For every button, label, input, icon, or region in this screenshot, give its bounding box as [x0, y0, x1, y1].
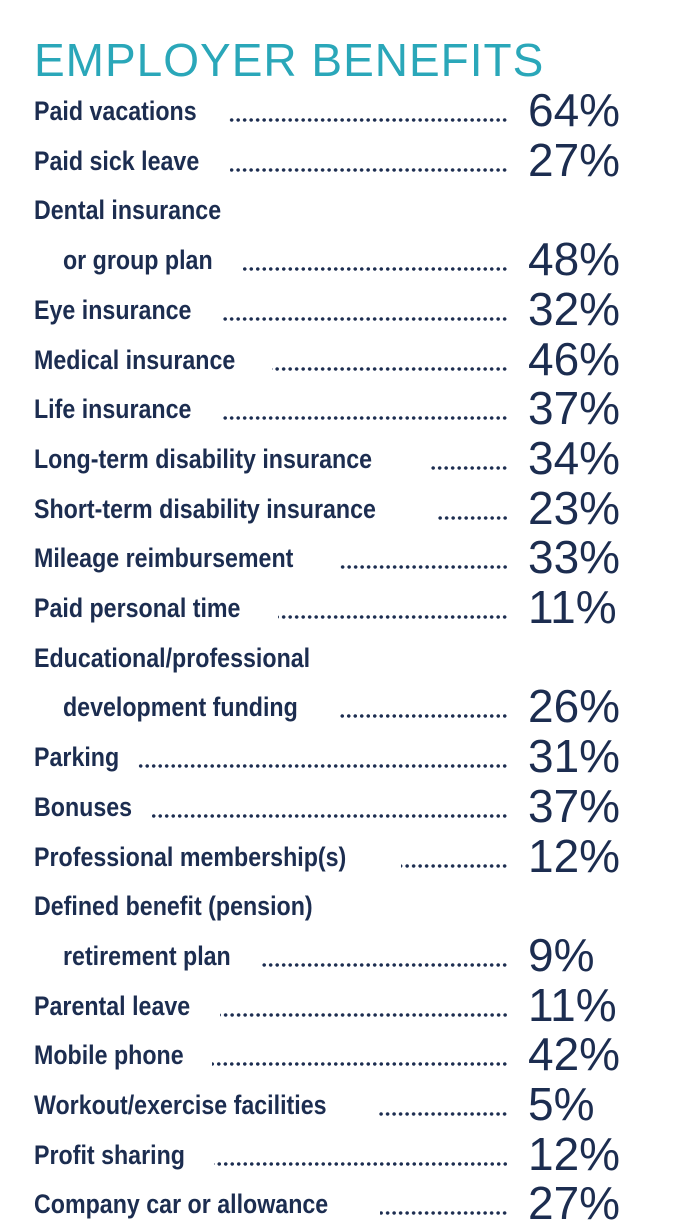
benefit-label-line: Paid sick leave [34, 137, 508, 179]
benefit-percentage: 48% [528, 233, 621, 286]
dot-leader [230, 167, 508, 172]
benefit-percentage: 23% [528, 481, 621, 534]
benefit-label: development funding [63, 692, 298, 723]
benefit-percentage: 27% [528, 1177, 621, 1229]
benefit-percentage: 11% [528, 978, 617, 1031]
dot-leader [380, 1211, 508, 1216]
dot-leader [435, 515, 508, 520]
dot-leader [137, 764, 508, 769]
benefit-label-line: Long-term disability insurance [34, 435, 508, 477]
benefit-label-line: Medical insurance [34, 336, 508, 378]
dot-leader [262, 962, 508, 967]
benefit-percentage: 32% [528, 282, 621, 335]
benefit-percentage: 5% [528, 1078, 595, 1130]
dot-leader [278, 615, 508, 619]
dot-leader [213, 1161, 508, 1166]
dot-leader [227, 118, 508, 122]
benefit-label: Short-term disability insurance [34, 493, 376, 524]
benefit-label: Dental insurance [34, 195, 222, 226]
dot-leader [221, 416, 508, 421]
benefit-label-line: Company car or allowance [34, 1180, 508, 1222]
dot-leader [378, 1112, 508, 1116]
dot-leader [272, 366, 508, 371]
benefit-label: Mileage reimbursement [34, 543, 294, 574]
benefit-label-line: Eye insurance [34, 286, 508, 328]
benefit-label-line: Paid vacations [34, 87, 508, 129]
benefit-percentage: 64% [528, 84, 621, 136]
dot-leader [211, 1062, 508, 1067]
dot-leader [240, 267, 508, 272]
benefit-label: Parking [34, 742, 120, 773]
benefit-label-line: Profit sharing [34, 1131, 508, 1173]
benefit-label-line: development funding [63, 683, 508, 725]
benefit-label-line: Educational/professional [34, 634, 508, 676]
benefit-percentage: 9% [528, 928, 595, 981]
benefit-percentage: 34% [528, 431, 621, 484]
benefit-label: Company car or allowance [34, 1189, 329, 1220]
benefit-label: Paid personal time [34, 593, 241, 623]
dot-leader [339, 565, 508, 570]
benefit-percentage: 37% [528, 382, 621, 435]
benefit-percentage: 27% [528, 133, 621, 186]
benefit-label-line: Bonuses [34, 783, 508, 825]
benefit-percentage: 37% [528, 779, 621, 832]
benefit-label: Profit sharing [34, 1139, 185, 1170]
benefit-label-line: Parking [34, 733, 508, 775]
benefit-percentage: 31% [528, 730, 621, 783]
benefit-label: Mobile phone [34, 1040, 184, 1071]
benefit-label-line: Life insurance [34, 385, 508, 427]
benefit-label-line: Mobile phone [34, 1031, 508, 1073]
benefit-label: Paid vacations [34, 96, 197, 126]
benefit-percentage: 26% [528, 680, 621, 733]
benefit-label: Workout/exercise facilities [34, 1090, 327, 1120]
benefit-label: Life insurance [34, 394, 192, 425]
benefit-label-line: Professional membership(s) [34, 833, 508, 875]
benefit-label: Professional membership(s) [34, 841, 347, 872]
benefit-label-line: retirement plan [63, 932, 508, 974]
benefit-label: Eye insurance [34, 294, 192, 325]
dot-leader [221, 316, 508, 321]
benefit-label-line: Workout/exercise facilities [34, 1081, 508, 1123]
chart-title: EMPLOYER BENEFITS [34, 34, 545, 86]
benefit-percentage: 11% [528, 581, 617, 633]
dot-leader [219, 1012, 508, 1017]
benefit-label-line: Defined benefit (pension) [34, 882, 508, 924]
dot-leader [401, 863, 508, 868]
benefit-label: or group plan [63, 245, 213, 276]
benefit-label: Defined benefit (pension) [34, 891, 313, 922]
dot-leader [340, 714, 508, 719]
dot-leader [431, 465, 508, 470]
benefit-label: retirement plan [63, 940, 231, 971]
benefit-label: Long-term disability insurance [34, 443, 373, 474]
benefit-label: Medical insurance [34, 344, 236, 375]
benefit-percentage: 12% [528, 829, 621, 882]
benefit-percentage: 33% [528, 531, 621, 584]
benefit-percentage: 46% [528, 332, 621, 385]
benefit-label-line: Short-term disability insurance [34, 485, 508, 527]
dot-leader [152, 813, 508, 818]
benefit-label-line: Parental leave [34, 982, 508, 1024]
benefit-label: Parental leave [34, 990, 191, 1021]
benefit-label-line: Paid personal time [34, 584, 508, 626]
benefit-label-line: or group plan [63, 236, 508, 278]
benefit-label-line: Mileage reimbursement [34, 534, 508, 576]
benefit-label: Paid sick leave [34, 145, 200, 176]
benefit-label: Educational/professional [34, 642, 311, 673]
benefit-percentage: 12% [528, 1127, 621, 1180]
benefit-label: Bonuses [34, 791, 133, 822]
benefit-percentage: 42% [528, 1028, 621, 1081]
benefit-label-line: Dental insurance [34, 186, 508, 228]
